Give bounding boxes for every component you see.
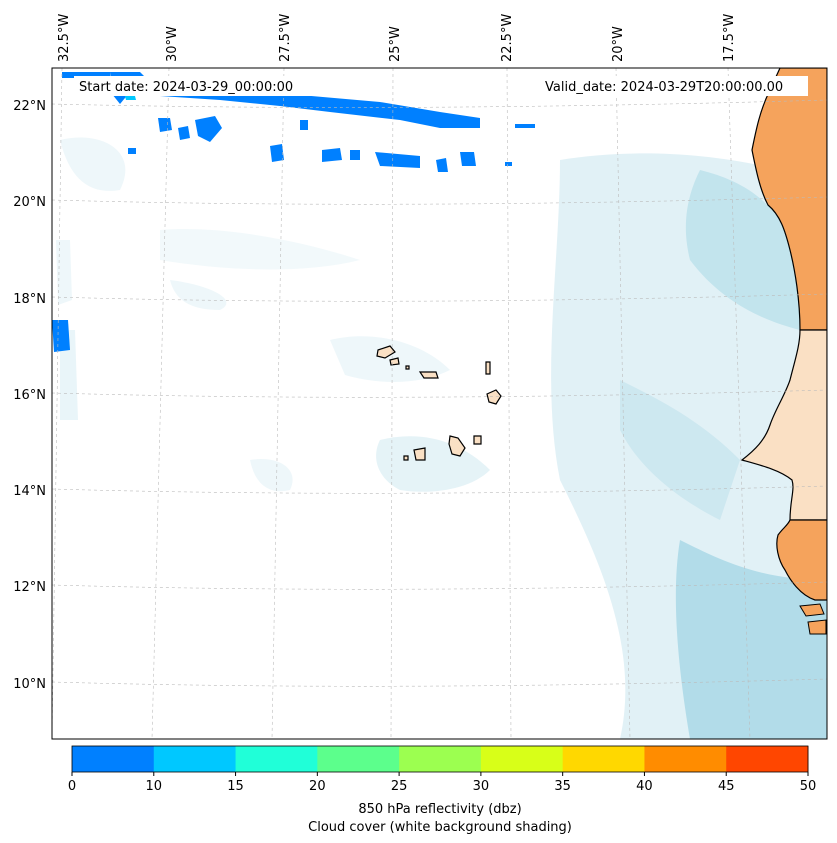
cape-verde-islands bbox=[376, 345, 502, 461]
lat-label: 22°N bbox=[13, 99, 46, 114]
map-contents bbox=[52, 68, 827, 739]
lat-label: 10°N bbox=[13, 677, 46, 692]
start-date-label: Start date: 2024-03-29_00:00:00 bbox=[79, 80, 293, 95]
colorbar: 0 10 15 20 25 30 35 40 45 50 bbox=[68, 745, 817, 794]
colorbar-segment bbox=[726, 746, 809, 772]
colorbar-tick-label: 35 bbox=[554, 779, 571, 794]
valid-date-box bbox=[540, 76, 808, 96]
colorbar-segment bbox=[562, 746, 645, 772]
colorbar-tick-label: 50 bbox=[800, 779, 817, 794]
valid-date-label: Valid_date: 2024-03-29T20:00:00.00 bbox=[545, 80, 783, 95]
lon-label: 30°W bbox=[165, 26, 180, 62]
lat-label: 14°N bbox=[13, 484, 46, 499]
colorbar-tick-label: 25 bbox=[391, 779, 408, 794]
lon-label: 20°W bbox=[611, 26, 626, 62]
colorbar-segment bbox=[317, 746, 400, 772]
lon-label: 27.5°W bbox=[278, 14, 293, 62]
colorbar-tick-label: 15 bbox=[227, 779, 244, 794]
map-frame bbox=[51, 67, 828, 740]
colorbar-tick-label: 0 bbox=[68, 779, 76, 794]
lon-label: 17.5°W bbox=[722, 14, 737, 62]
colorbar-segment bbox=[153, 746, 237, 772]
colorbar-segment bbox=[644, 746, 727, 772]
colorbar-tick-label: 20 bbox=[309, 779, 326, 794]
colorbar-tick-label: 30 bbox=[473, 779, 490, 794]
cloud-cover-shading bbox=[56, 137, 827, 739]
africa-coast bbox=[740, 68, 827, 635]
colorbar-tick-label: 40 bbox=[636, 779, 653, 794]
colorbar-tick-label: 45 bbox=[718, 779, 735, 794]
colorbar-tick-label: 10 bbox=[146, 779, 163, 794]
colorbar-segment bbox=[480, 746, 564, 772]
start-date-box bbox=[74, 76, 314, 96]
longitude-labels: 32.5°W 30°W 27.5°W 25°W 22.5°W 20°W 17.5… bbox=[57, 14, 737, 62]
colorbar-label-line1: 850 hPa reflectivity (dbz) bbox=[358, 802, 521, 817]
latitude-labels: 22°N 20°N 18°N 16°N 14°N 12°N 10°N bbox=[13, 99, 46, 692]
colorbar-segment bbox=[399, 746, 482, 772]
lon-label: 22.5°W bbox=[500, 14, 515, 62]
colorbar-border bbox=[71, 745, 809, 773]
lat-label: 16°N bbox=[13, 388, 46, 403]
lat-label: 18°N bbox=[13, 292, 46, 307]
graticule bbox=[52, 68, 827, 739]
lon-label: 32.5°W bbox=[57, 14, 72, 62]
lat-label: 12°N bbox=[13, 580, 46, 595]
colorbar-segment bbox=[235, 746, 318, 772]
colorbar-label-line2: Cloud cover (white background shading) bbox=[308, 820, 572, 835]
lat-label: 20°N bbox=[13, 195, 46, 210]
colorbar-segment bbox=[72, 746, 155, 772]
lon-label: 25°W bbox=[388, 26, 403, 62]
